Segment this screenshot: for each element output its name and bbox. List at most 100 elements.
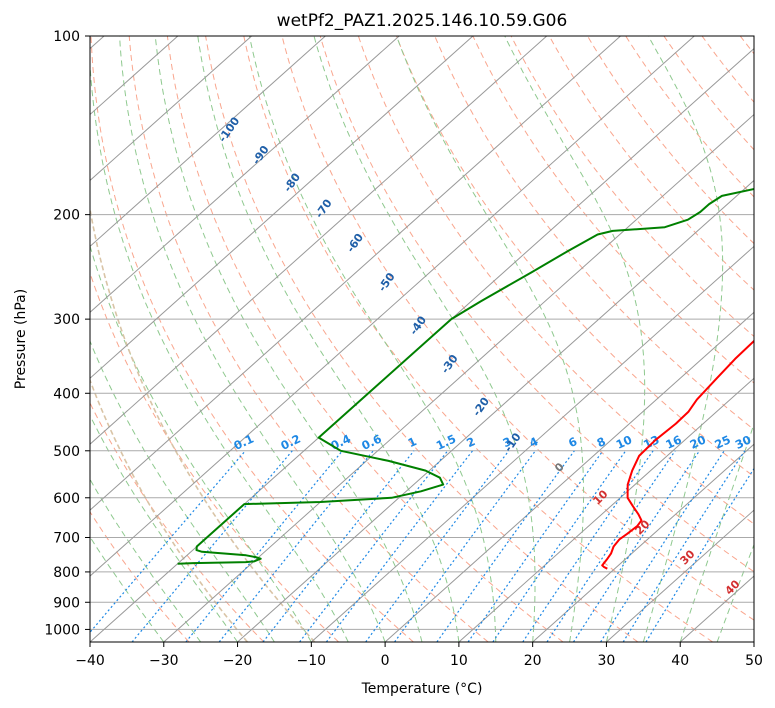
saturated-adiabat-label: -90 bbox=[250, 143, 272, 167]
moist-adiabat-line bbox=[90, 536, 165, 642]
dry-adiabat-line bbox=[663, 36, 754, 151]
x-tick-label: −10 bbox=[297, 653, 327, 669]
moist-adiabat-line bbox=[154, 36, 423, 642]
x-axis-label: Temperature (°C) bbox=[361, 681, 483, 697]
y-tick-label: 600 bbox=[53, 491, 80, 507]
dry-adiabat-line bbox=[243, 36, 713, 642]
reference-curve-line bbox=[90, 378, 249, 642]
y-tick-label: 1000 bbox=[44, 622, 80, 638]
x-tick-label: 20 bbox=[524, 653, 542, 669]
mixing-ratio-line bbox=[131, 450, 293, 642]
mixing-ratio-line bbox=[467, 450, 604, 642]
isotherm-line bbox=[753, 641, 754, 642]
mixing-ratio-line bbox=[572, 450, 700, 642]
x-tick-label: 50 bbox=[745, 653, 763, 669]
x-tick-label: −40 bbox=[75, 653, 105, 669]
dry-adiabat-line bbox=[281, 36, 754, 621]
dry-adiabat-line bbox=[319, 36, 754, 573]
dry-adiabat-line bbox=[357, 36, 754, 525]
isotherm-line bbox=[237, 179, 754, 642]
isotherm-line bbox=[90, 36, 474, 379]
mixing-ratio-line bbox=[622, 450, 746, 642]
mixing-ratio-label: 13 bbox=[641, 432, 661, 451]
mixing-ratio-label: 2 bbox=[464, 434, 477, 450]
mixing-ratio-label: 10 bbox=[614, 432, 634, 451]
mixing-ratio-label: 0.1 bbox=[232, 432, 256, 453]
x-tick-label: 0 bbox=[381, 653, 390, 669]
y-tick-label: 300 bbox=[53, 312, 80, 328]
y-tick-label: 400 bbox=[53, 386, 80, 402]
moist-adiabat-line bbox=[90, 57, 349, 642]
mixing-ratio-label: 6 bbox=[566, 434, 579, 450]
y-tick-label: 800 bbox=[53, 565, 80, 581]
mixing-ratio-line bbox=[492, 450, 627, 642]
mixing-ratio-line bbox=[436, 450, 575, 642]
y-tick-label: 900 bbox=[53, 595, 80, 611]
saturated-adiabat-label: -50 bbox=[376, 270, 398, 294]
isotherm-line bbox=[90, 36, 252, 182]
saturated-adiabat-label: -20 bbox=[470, 395, 492, 419]
saturated-adiabat-label: -40 bbox=[407, 313, 429, 337]
mixing-ratio-line bbox=[365, 450, 510, 642]
mixing-ratio-label: 16 bbox=[663, 432, 683, 451]
x-tick-label: 10 bbox=[450, 653, 468, 669]
isotherm-line bbox=[311, 245, 754, 642]
wet-bulb-label: 0 bbox=[552, 460, 567, 475]
dewpoint-profile-line bbox=[177, 187, 754, 565]
moist-adiabat-line bbox=[642, 36, 724, 642]
plot-frame bbox=[89, 35, 755, 643]
saturated-adiabat-label: -70 bbox=[313, 197, 335, 221]
dry-adiabat-line bbox=[701, 36, 754, 103]
saturated-adiabat-label: -30 bbox=[439, 352, 461, 376]
mixing-ratio-label: 36 bbox=[754, 432, 774, 451]
mixing-ratio-label: 1 bbox=[406, 434, 419, 450]
dry-adiabat-line bbox=[510, 36, 754, 338]
dry-adiabat-line bbox=[166, 36, 564, 642]
dry-adiabat-line bbox=[625, 36, 754, 198]
isotherm-line bbox=[90, 36, 621, 511]
moist-adiabat-line bbox=[679, 422, 754, 642]
y-tick-label: 500 bbox=[53, 444, 80, 460]
mixing-ratio-line bbox=[262, 450, 415, 642]
moist-adiabat-line bbox=[90, 244, 312, 642]
mixing-ratio-line bbox=[218, 450, 374, 642]
moist-adiabat-line bbox=[396, 36, 585, 642]
mixing-ratio-line bbox=[325, 450, 474, 642]
wet-bulb-label: 10 bbox=[591, 487, 611, 507]
mixing-ratio-label: 1.5 bbox=[434, 432, 458, 453]
moist-adiabat-line bbox=[716, 543, 754, 642]
isotherm-line bbox=[458, 377, 754, 642]
y-axis-label: Pressure (hPa) bbox=[13, 289, 29, 389]
isotherm-line bbox=[384, 311, 754, 642]
moist-adiabat-line bbox=[119, 36, 386, 642]
y-tick-label: 700 bbox=[53, 531, 80, 547]
dry-adiabat-line bbox=[739, 36, 754, 55]
isotherm-line bbox=[90, 36, 548, 445]
x-tick-label: 30 bbox=[598, 653, 616, 669]
moist-adiabat-line bbox=[249, 36, 497, 642]
isotherm-line bbox=[163, 113, 754, 642]
mixing-ratio-line bbox=[600, 450, 725, 642]
dry-adiabat-line bbox=[205, 36, 639, 642]
mixing-ratio-label: 25 bbox=[712, 432, 732, 451]
dry-adiabat-line bbox=[587, 36, 754, 245]
plot-area: 0.1 0.2 0.4 0.6 1 1.5 2 3 4 6 8 10 13 16 20 25 30 36-100-… bbox=[90, 36, 774, 642]
dry-adiabat-line bbox=[90, 401, 265, 642]
isotherm-line bbox=[90, 36, 326, 248]
saturated-adiabat-label: -100 bbox=[216, 114, 243, 144]
wet-bulb-label: 40 bbox=[723, 577, 743, 597]
mixing-ratio-label: 0.2 bbox=[278, 432, 302, 453]
reference-curve-line bbox=[90, 204, 316, 642]
moist-adiabat-line bbox=[90, 414, 239, 642]
chart-title: wetPf2_PAZ1.2025.146.10.59.G06 bbox=[277, 11, 568, 31]
dry-adiabat-line bbox=[128, 36, 489, 642]
mixing-ratio-line bbox=[90, 450, 246, 634]
moist-adiabat-line bbox=[504, 36, 646, 642]
isotherm-line bbox=[90, 36, 695, 577]
axes: −40 −30 −20 −10 0 10 20 30 40 5010020030040050060… bbox=[44, 29, 763, 669]
mixing-ratio-label: 30 bbox=[733, 432, 753, 451]
isotherm-line bbox=[532, 443, 754, 642]
dry-adiabat-line bbox=[90, 36, 414, 642]
mixing-ratio-line bbox=[394, 450, 536, 642]
